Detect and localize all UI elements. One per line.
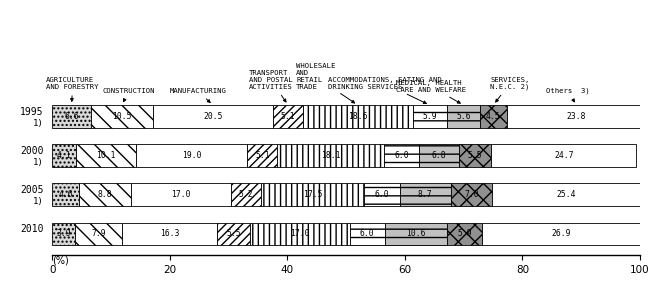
Text: ACCOMMODATIONS, EATING AND
DRINKING SERVICES: ACCOMMODATIONS, EATING AND DRINKING SERV… — [328, 77, 442, 104]
Text: 6.0: 6.0 — [360, 229, 375, 238]
Bar — [136, 144, 247, 167]
Bar — [385, 222, 447, 245]
Text: 17.0: 17.0 — [290, 229, 310, 238]
Text: 10.5: 10.5 — [112, 112, 132, 121]
Text: 1): 1) — [33, 197, 43, 206]
Text: 2000: 2000 — [20, 146, 43, 156]
Bar — [153, 105, 273, 128]
Text: 6.0: 6.0 — [394, 151, 409, 160]
Text: 26.9: 26.9 — [551, 229, 571, 238]
Text: Others  3): Others 3) — [546, 88, 590, 102]
Text: MEDICAL, HEALTH
CARE AND WELFARE: MEDICAL, HEALTH CARE AND WELFARE — [396, 80, 466, 103]
Text: (%): (%) — [52, 255, 69, 265]
Bar — [52, 144, 76, 167]
Bar — [451, 184, 492, 206]
Text: 1): 1) — [33, 119, 43, 128]
Bar — [413, 105, 447, 128]
Text: 6.8: 6.8 — [432, 151, 446, 160]
Bar — [231, 184, 261, 206]
Text: CONSTRUCTION: CONSTRUCTION — [102, 88, 155, 102]
Text: 6.6: 6.6 — [65, 112, 79, 121]
Text: 17.5: 17.5 — [303, 190, 323, 199]
Text: 10.1: 10.1 — [96, 151, 116, 160]
Bar — [217, 222, 249, 245]
Bar — [447, 222, 482, 245]
Bar — [52, 222, 75, 245]
Text: 8.7: 8.7 — [418, 190, 432, 199]
Text: 8.8: 8.8 — [98, 190, 112, 199]
Text: 2005: 2005 — [20, 185, 43, 195]
Bar — [303, 105, 413, 128]
Text: 5.9: 5.9 — [422, 112, 437, 121]
Bar — [364, 184, 400, 206]
Bar — [52, 105, 91, 128]
Bar — [75, 222, 121, 245]
Bar — [91, 105, 153, 128]
Bar — [249, 222, 349, 245]
Text: 19.0: 19.0 — [182, 151, 201, 160]
Bar — [492, 184, 641, 206]
Text: 4.1: 4.1 — [57, 151, 72, 160]
Bar — [349, 222, 385, 245]
Text: 5.6: 5.6 — [456, 112, 471, 121]
Text: SERVICES,
N.E.C. 2): SERVICES, N.E.C. 2) — [490, 77, 530, 102]
Text: 7.9: 7.9 — [91, 229, 106, 238]
Bar — [76, 144, 136, 167]
Text: 5.2: 5.2 — [239, 190, 253, 199]
Bar — [278, 144, 384, 167]
Text: 5.9: 5.9 — [457, 229, 472, 238]
Bar — [247, 144, 278, 167]
Bar — [131, 184, 231, 206]
Text: 5.1: 5.1 — [255, 151, 270, 160]
Text: 18.1: 18.1 — [321, 151, 340, 160]
Bar — [419, 144, 459, 167]
Bar — [79, 184, 131, 206]
Text: 16.3: 16.3 — [160, 229, 179, 238]
Bar — [52, 184, 79, 206]
Text: 18.6: 18.6 — [348, 112, 368, 121]
Text: 17.0: 17.0 — [171, 190, 191, 199]
Bar — [447, 105, 480, 128]
Bar — [273, 105, 303, 128]
Text: 1995: 1995 — [20, 107, 43, 117]
Text: TRANSPORT
AND POSTAL
ACTIVITIES: TRANSPORT AND POSTAL ACTIVITIES — [249, 70, 293, 102]
Text: 2010: 2010 — [20, 224, 43, 234]
Bar — [491, 144, 637, 167]
Text: MANUFACTURING: MANUFACTURING — [170, 88, 227, 102]
Text: 25.4: 25.4 — [557, 190, 576, 199]
Text: 24.7: 24.7 — [554, 151, 573, 160]
Text: 5.1: 5.1 — [281, 112, 296, 121]
Text: 10.6: 10.6 — [406, 229, 426, 238]
Bar — [482, 222, 640, 245]
Text: 4.5: 4.5 — [486, 112, 501, 121]
Text: 23.8: 23.8 — [567, 112, 586, 121]
Text: 5.5: 5.5 — [226, 229, 241, 238]
Text: 6.0: 6.0 — [375, 190, 389, 199]
Text: 1): 1) — [33, 158, 43, 167]
Text: 3.9: 3.9 — [56, 229, 71, 238]
Bar — [384, 144, 419, 167]
Bar — [480, 105, 507, 128]
Text: 4.6: 4.6 — [59, 190, 73, 199]
Text: WHOLESALE
AND
RETAIL
TRADE: WHOLESALE AND RETAIL TRADE — [296, 63, 355, 103]
Bar — [121, 222, 217, 245]
Bar — [507, 105, 646, 128]
Text: AGRICULTURE
AND FORESTRY: AGRICULTURE AND FORESTRY — [46, 77, 99, 101]
Text: 5.5: 5.5 — [468, 151, 483, 160]
Bar — [400, 184, 451, 206]
Bar — [459, 144, 491, 167]
Bar — [261, 184, 364, 206]
Text: 20.5: 20.5 — [203, 112, 223, 121]
Text: 7.0: 7.0 — [464, 190, 479, 199]
